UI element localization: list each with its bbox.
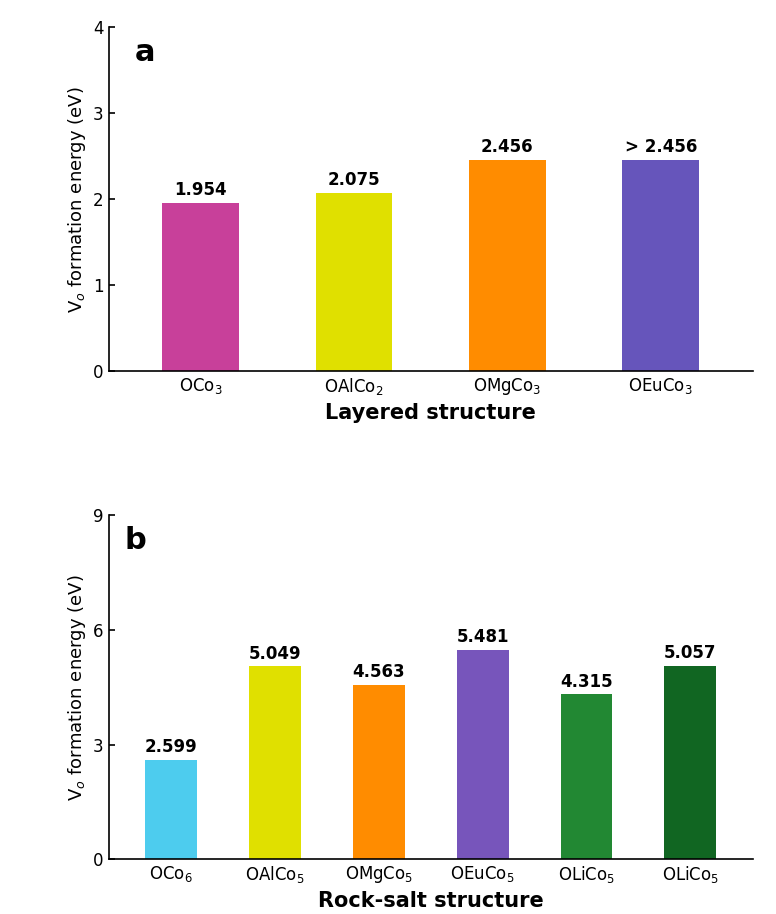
Bar [145,760,197,859]
Bar [664,666,716,859]
Text: 5.049: 5.049 [248,644,301,663]
Text: 1.954: 1.954 [175,181,227,199]
Text: b: b [125,526,147,555]
X-axis label: Layered structure: Layered structure [325,402,536,422]
Bar [316,193,393,371]
Text: 2.456: 2.456 [481,138,534,155]
Bar [469,160,546,371]
Text: 5.481: 5.481 [456,628,509,646]
Text: 4.563: 4.563 [352,663,405,681]
X-axis label: Rock-salt structure: Rock-salt structure [318,890,543,910]
Text: 4.315: 4.315 [560,673,613,691]
Text: > 2.456: > 2.456 [625,138,697,155]
Bar [162,203,239,371]
Y-axis label: V$_o$ formation energy (eV): V$_o$ formation energy (eV) [66,86,88,313]
Bar [456,650,508,859]
Bar [560,695,612,859]
Bar [622,160,699,371]
Bar [353,685,405,859]
Text: 2.599: 2.599 [144,739,197,756]
Bar [249,666,301,859]
Text: 2.075: 2.075 [327,171,380,188]
Text: a: a [134,37,155,67]
Y-axis label: V$_o$ formation energy (eV): V$_o$ formation energy (eV) [66,574,88,801]
Text: 5.057: 5.057 [664,644,717,663]
